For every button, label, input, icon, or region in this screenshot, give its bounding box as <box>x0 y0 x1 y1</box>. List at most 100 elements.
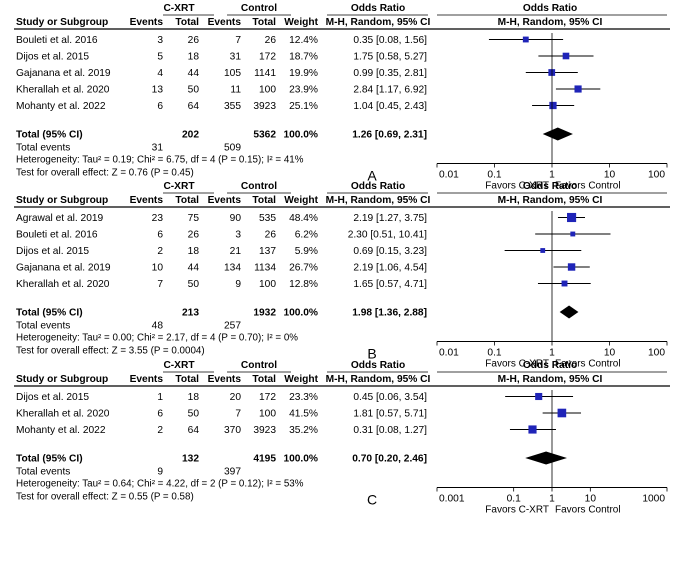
column-header: M-H, Random, 95% CI <box>326 17 431 28</box>
study-point-estimate <box>535 392 543 401</box>
column-header: Events <box>208 374 242 385</box>
total-weight: 100.0% <box>283 308 318 319</box>
study-odds-ratio-ci: 1.81 [0.57, 5.71] <box>353 409 427 420</box>
total-experimental: 132 <box>182 454 199 465</box>
control-total: 3923 <box>253 101 276 112</box>
control-total: 172 <box>259 392 276 403</box>
control-total: 100 <box>259 279 276 290</box>
experimental-events: 6 <box>157 409 163 420</box>
heterogeneity-stats: Heterogeneity: Tau² = 0.64; Chi² = 4.22,… <box>16 479 304 490</box>
study-point-estimate <box>562 52 570 60</box>
pooled-estimate-diamond <box>525 451 567 465</box>
column-header: Events <box>130 17 164 28</box>
study-name: Dijos et al. 2015 <box>16 246 89 257</box>
experimental-total: 50 <box>188 85 200 96</box>
study-weight: 41.5% <box>289 409 318 420</box>
control-events: 134 <box>224 263 241 274</box>
x-axis-tick-label: 10 <box>604 348 616 359</box>
study-point-estimate <box>557 408 567 418</box>
column-header: Total <box>175 374 199 385</box>
column-header: Total <box>252 374 276 385</box>
study-name: Bouleti et al. 2016 <box>16 35 98 46</box>
favors-right-label: Favors Control <box>555 505 621 516</box>
favors-left-label: Favors C-XRT <box>485 181 549 192</box>
total-events-experimental: 31 <box>152 143 164 154</box>
experimental-events: 13 <box>152 85 164 96</box>
study-name: Bouleti et al. 2016 <box>16 230 98 241</box>
total-events-label: Total events <box>16 321 70 332</box>
study-weight: 23.9% <box>289 85 318 96</box>
control-events: 370 <box>224 425 241 436</box>
study-odds-ratio-ci: 2.84 [1.17, 6.92] <box>353 85 427 96</box>
control-events: 7 <box>235 409 241 420</box>
experimental-events: 4 <box>157 68 163 79</box>
total-events-control: 509 <box>224 143 241 154</box>
overall-effect-test: Test for overall effect: Z = 3.55 (P = 0… <box>16 346 205 357</box>
study-name: Kherallah et al. 2020 <box>16 409 110 420</box>
column-header: Events <box>208 17 242 28</box>
experimental-events: 6 <box>157 101 163 112</box>
experimental-total: 50 <box>188 409 200 420</box>
total-odds-ratio-ci: 1.26 [0.69, 2.31] <box>352 130 427 141</box>
x-axis-tick-label: 10 <box>604 170 616 181</box>
study-name: Kherallah et al. 2020 <box>16 85 110 96</box>
experimental-total: 64 <box>188 101 200 112</box>
experimental-events: 1 <box>157 392 163 403</box>
total-events-control: 257 <box>224 321 241 332</box>
favors-right-label: Favors Control <box>555 181 621 192</box>
study-weight: 6.2% <box>295 230 318 241</box>
panel-label: A <box>367 168 377 184</box>
study-weight: 19.9% <box>289 68 318 79</box>
study-weight: 12.8% <box>289 279 318 290</box>
x-axis-tick-label: 1 <box>549 348 555 359</box>
total-control: 4195 <box>253 454 276 465</box>
odds-ratio-plot-header: Odds Ratio <box>523 360 577 371</box>
heterogeneity-stats: Heterogeneity: Tau² = 0.19; Chi² = 6.75,… <box>16 155 304 166</box>
control-events: 3 <box>235 230 241 241</box>
control-total: 172 <box>259 52 276 63</box>
favors-left-label: Favors C-XRT <box>485 359 549 370</box>
group-header-experimental: C-XRT <box>163 360 195 371</box>
study-weight: 12.4% <box>289 35 318 46</box>
study-odds-ratio-ci: 2.19 [1.27, 3.75] <box>353 213 427 224</box>
total-odds-ratio-ci: 0.70 [0.20, 2.46] <box>352 454 427 465</box>
control-total: 100 <box>259 85 276 96</box>
experimental-events: 10 <box>152 263 164 274</box>
control-events: 105 <box>224 68 241 79</box>
heterogeneity-stats: Heterogeneity: Tau² = 0.00; Chi² = 2.17,… <box>16 333 298 344</box>
group-header-control: Control <box>241 3 277 14</box>
study-odds-ratio-ci: 1.75 [0.58, 5.27] <box>353 52 427 63</box>
study-weight: 48.4% <box>289 213 318 224</box>
control-total: 26 <box>265 35 277 46</box>
experimental-events: 7 <box>157 279 163 290</box>
control-events: 90 <box>230 213 242 224</box>
column-header: M-H, Random, 95% CI <box>498 374 603 385</box>
group-header-control: Control <box>241 181 277 192</box>
experimental-events: 6 <box>157 230 163 241</box>
study-name: Agrawal et al. 2019 <box>16 213 104 224</box>
total-label: Total (95% CI) <box>16 130 83 141</box>
study-odds-ratio-ci: 0.69 [0.15, 3.23] <box>353 246 427 257</box>
column-header: Events <box>130 195 164 206</box>
x-axis-tick-label: 0.1 <box>507 494 521 505</box>
experimental-total: 75 <box>188 213 200 224</box>
study-odds-ratio-ci: 2.30 [0.51, 10.41] <box>348 230 427 241</box>
overall-effect-test: Test for overall effect: Z = 0.55 (P = 0… <box>16 492 194 503</box>
study-point-estimate <box>570 231 576 237</box>
study-point-estimate <box>522 36 529 43</box>
x-axis-tick-label: 0.01 <box>439 170 459 181</box>
study-name: Gajanana et al. 2019 <box>16 263 111 274</box>
odds-ratio-header: Odds Ratio <box>351 360 405 371</box>
column-header: M-H, Random, 95% CI <box>498 195 603 206</box>
total-control: 5362 <box>253 130 276 141</box>
favors-left-label: Favors C-XRT <box>485 505 549 516</box>
x-axis-tick-label: 1 <box>549 494 555 505</box>
study-weight: 35.2% <box>289 425 318 436</box>
panel-label: B <box>367 346 376 362</box>
x-axis-tick-label: 0.01 <box>439 348 459 359</box>
column-header: Total <box>175 17 199 28</box>
pooled-estimate-diamond <box>559 305 579 319</box>
study-odds-ratio-ci: 1.04 [0.45, 2.43] <box>353 101 427 112</box>
column-header: M-H, Random, 95% CI <box>326 374 431 385</box>
